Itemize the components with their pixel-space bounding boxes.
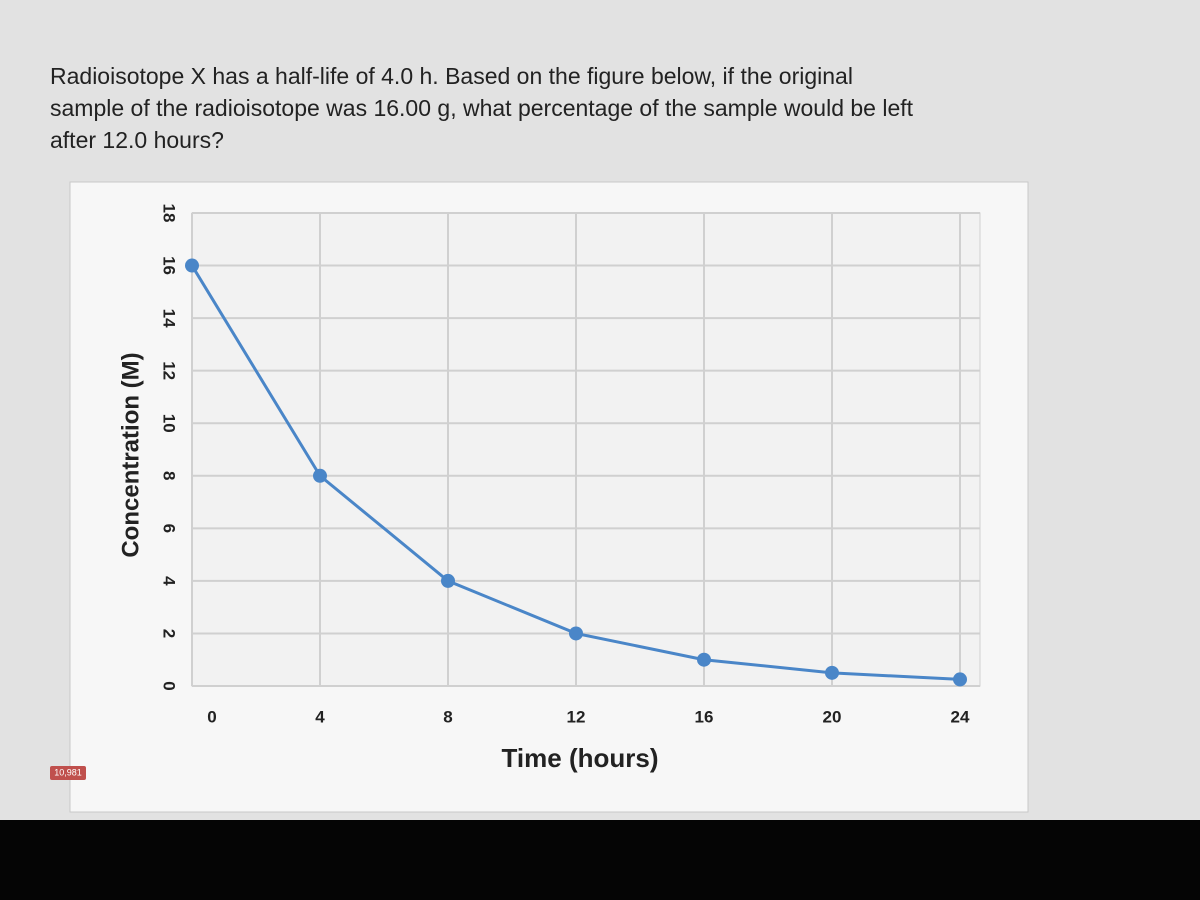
y-tick-label: 6 <box>160 524 179 533</box>
x-tick-label: 16 <box>695 707 714 726</box>
y-tick-label: 18 <box>160 204 179 223</box>
question-line: Radioisotope X has a half-life of 4.0 h.… <box>50 63 853 89</box>
y-tick-label: 16 <box>160 256 179 275</box>
y-tick-label: 12 <box>160 361 179 380</box>
question-line: sample of the radioisotope was 16.00 g, … <box>50 95 914 121</box>
y-tick-label: 2 <box>160 629 179 638</box>
x-tick-label: 24 <box>951 707 970 726</box>
data-point <box>569 626 583 641</box>
y-tick-label: 4 <box>160 576 179 586</box>
data-point <box>953 672 967 687</box>
badge: 10,981 <box>54 767 82 777</box>
data-point <box>185 258 199 273</box>
x-tick-label: 8 <box>443 707 452 726</box>
x-tick-label: 12 <box>567 707 586 726</box>
x-tick-label: 0 <box>207 707 216 726</box>
data-point <box>313 468 327 483</box>
bezel <box>0 820 1200 900</box>
y-tick-label: 0 <box>160 681 179 690</box>
x-tick-label: 20 <box>823 707 842 726</box>
badge-bg <box>50 766 86 780</box>
question-line: after 12.0 hours? <box>50 127 224 153</box>
data-point <box>441 573 455 588</box>
x-tick-label: 4 <box>315 707 325 726</box>
data-point <box>697 652 711 667</box>
y-axis-title: Concentration (M) <box>117 352 144 557</box>
x-axis-title: Time (hours) <box>502 743 659 773</box>
y-tick-label: 10 <box>160 414 179 433</box>
plot-area <box>191 212 981 687</box>
y-tick-label: 14 <box>160 309 179 328</box>
data-point <box>825 665 839 680</box>
y-tick-label: 8 <box>160 471 179 480</box>
